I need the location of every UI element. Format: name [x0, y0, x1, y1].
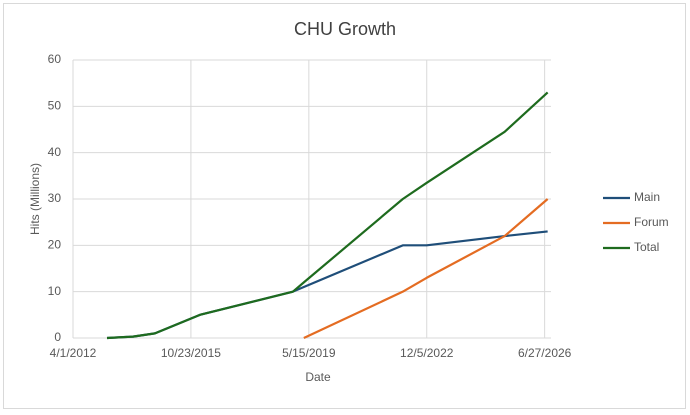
- y-tick-label: 20: [48, 238, 62, 252]
- x-tick-label: 12/5/2022: [400, 346, 454, 360]
- legend-label: Total: [634, 240, 659, 254]
- y-tick-label: 10: [48, 284, 62, 298]
- x-tick-label: 6/27/2026: [518, 346, 572, 360]
- data-line: [303, 198, 549, 339]
- y-tick-label: 50: [48, 99, 62, 113]
- y-axis-label: Hits (Millions): [28, 163, 42, 235]
- chart-title: CHU Growth: [294, 19, 396, 39]
- y-tick-label: 30: [48, 191, 62, 205]
- x-tick-label: 5/15/2019: [282, 346, 336, 360]
- legend-label: Forum: [634, 215, 669, 229]
- y-tick-label: 60: [48, 52, 62, 66]
- legend-label: Main: [634, 190, 660, 204]
- x-tick-label: 10/23/2015: [161, 346, 221, 360]
- x-tick-label: 4/1/2012: [50, 346, 97, 360]
- chart-border: [3, 3, 686, 409]
- x-axis-label: Date: [305, 370, 331, 384]
- data-line: [106, 91, 549, 340]
- y-tick-label: 40: [48, 145, 62, 159]
- y-tick-label: 0: [54, 330, 61, 344]
